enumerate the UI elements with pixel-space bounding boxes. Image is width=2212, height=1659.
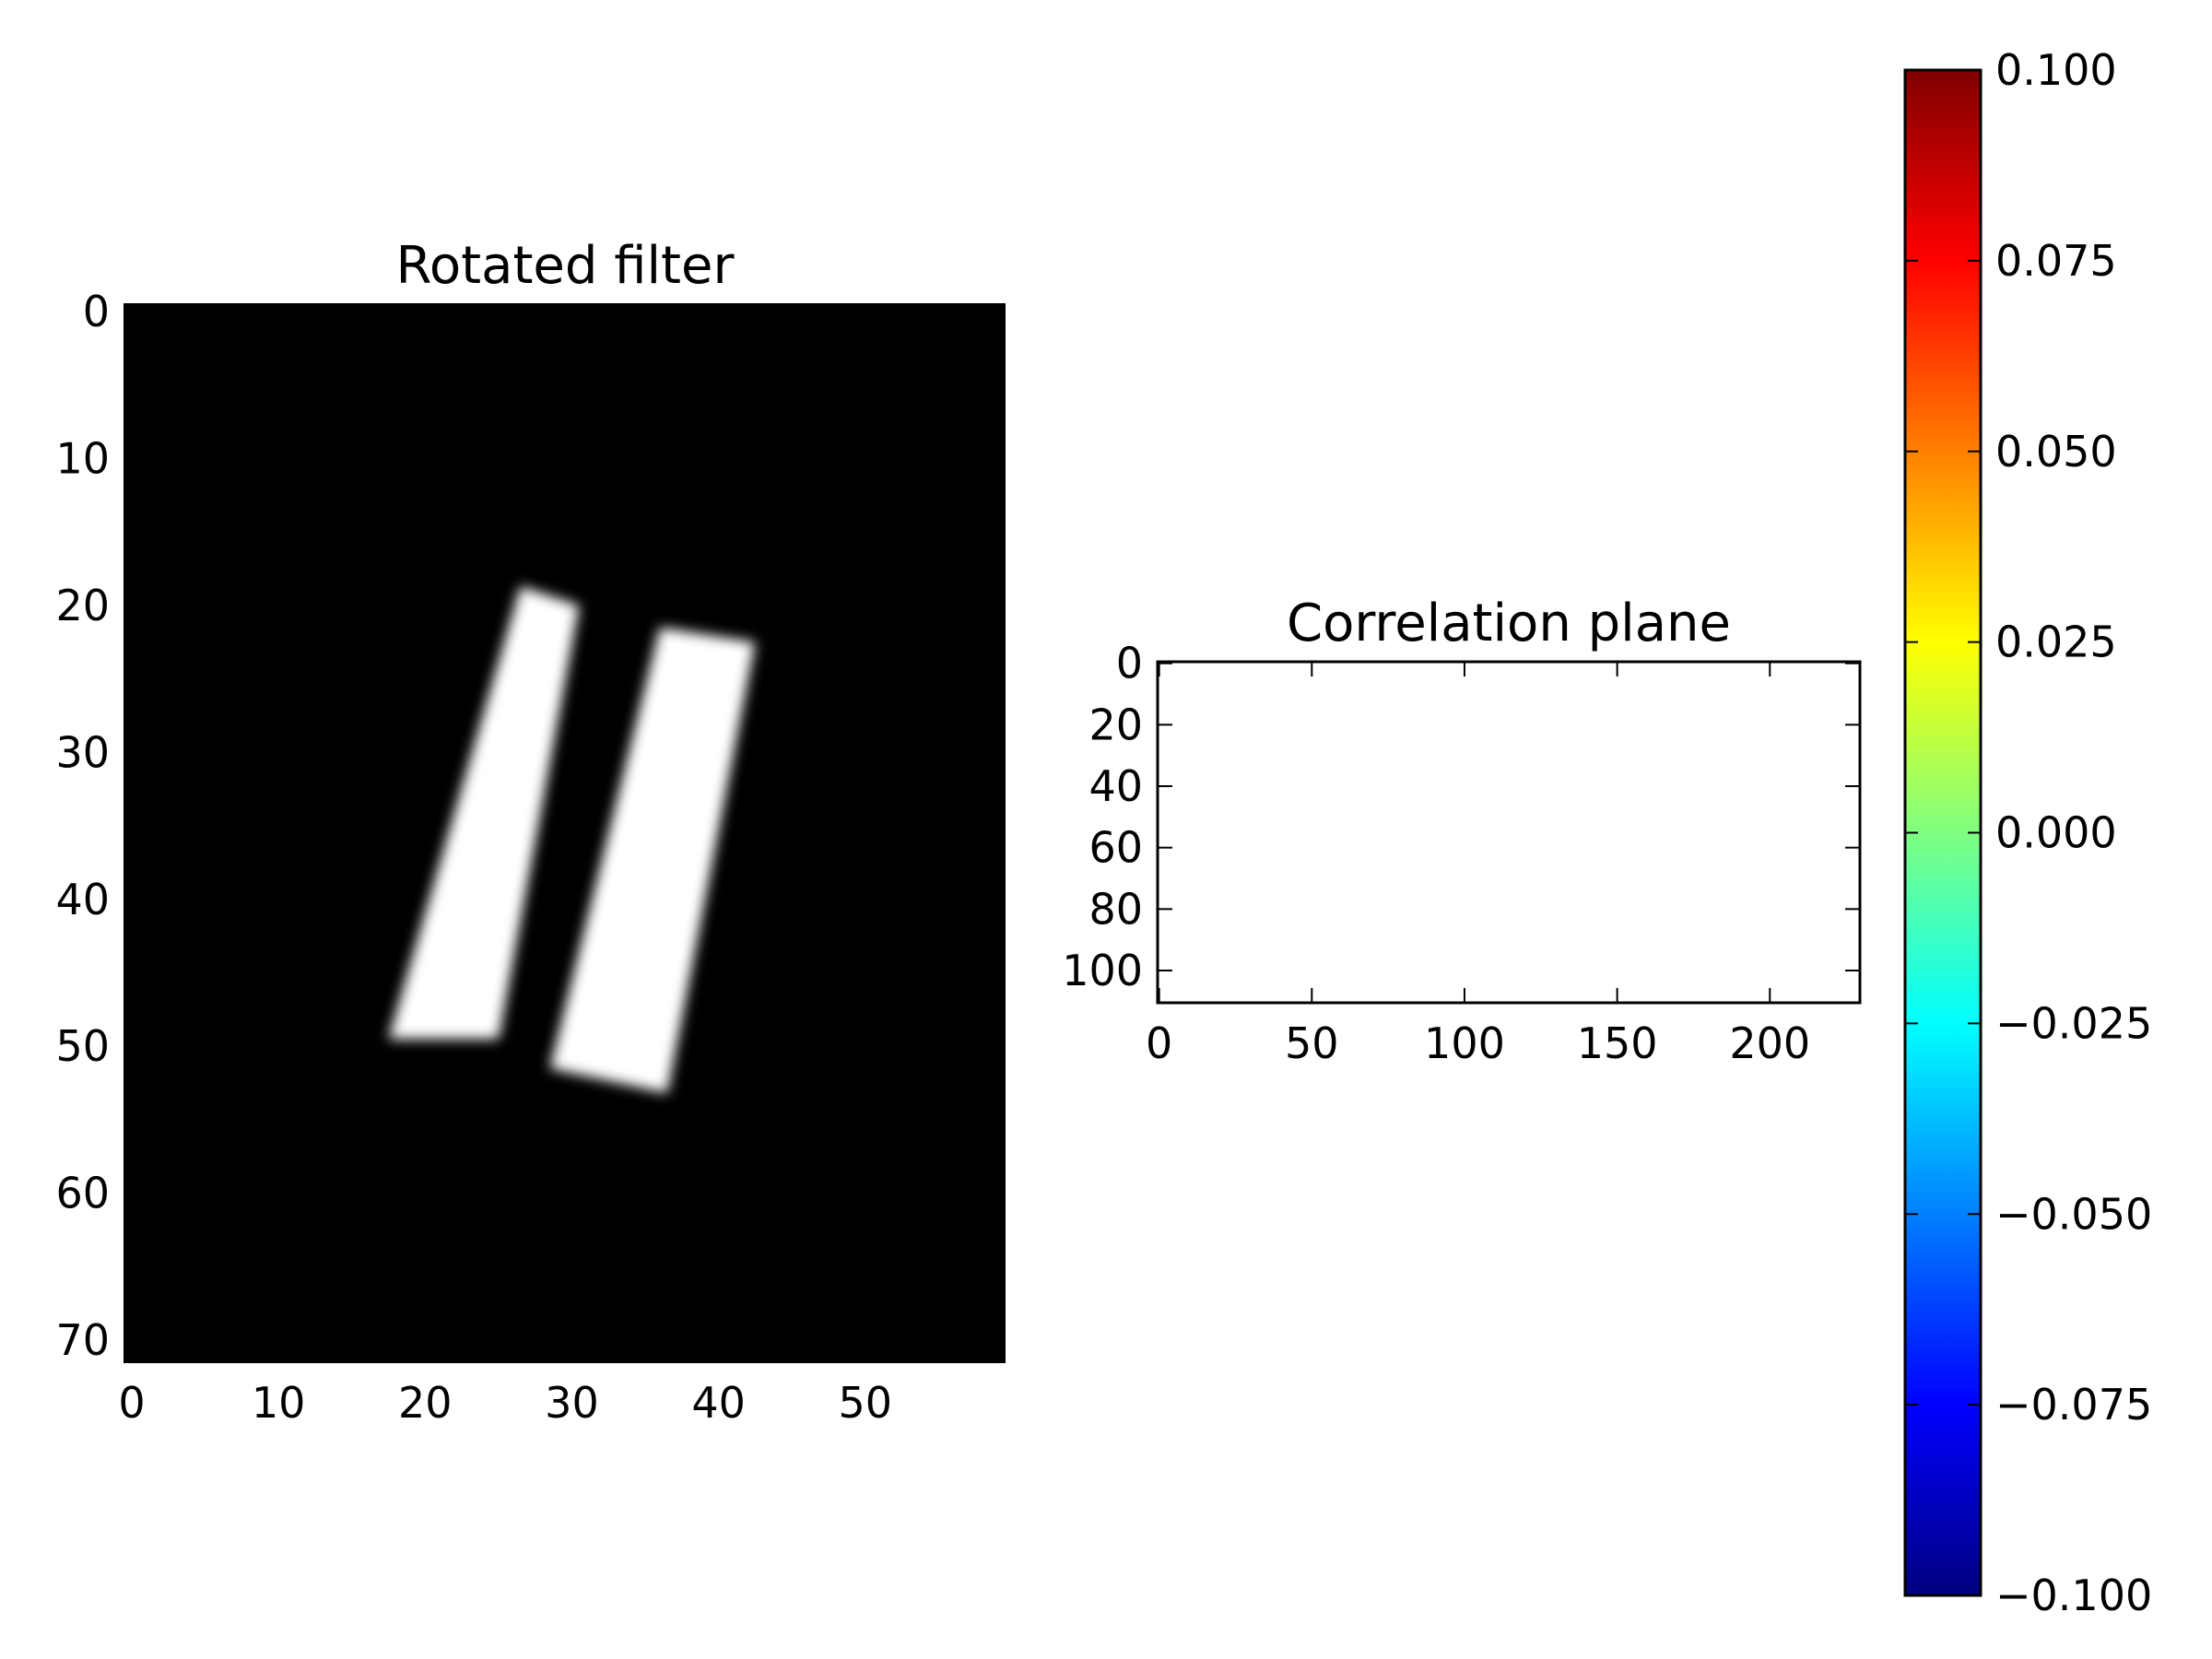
- rotated-filter-y-tick-label: 30: [55, 727, 110, 777]
- colorbar-tick-label: −0.050: [1995, 1189, 2152, 1239]
- correlation-plane-y-tick-label: 20: [1088, 700, 1143, 749]
- rotated-filter-y-tick-label: 60: [55, 1169, 110, 1218]
- rotated-filter-y-tick-label: 70: [55, 1315, 110, 1365]
- colorbar-tick-label: −0.025: [1995, 998, 2152, 1048]
- colorbar-tick-label: 0.075: [1995, 236, 2117, 286]
- correlation-plane-y-tick-label: 100: [1062, 946, 1143, 995]
- rotated-filter-panel: Rotated filter 0 10 20 30 40 50 0 10 20 30 40 50 60…: [55, 236, 1006, 1428]
- correlation-plane-x-tick-label: 0: [1146, 1018, 1172, 1068]
- filter-right-bar: [549, 627, 756, 1094]
- correlation-plane-panel: Correlation plane 0 50 100 150 200 0 20 40 60 80…: [1062, 594, 1862, 1068]
- rotated-filter-y-tick-label: 20: [55, 581, 110, 630]
- rotated-filter-x-tick-label: 10: [252, 1378, 306, 1428]
- correlation-plane-x-tick-label: 50: [1285, 1018, 1339, 1068]
- rotated-filter-y-tick-label: 10: [55, 433, 110, 483]
- correlation-plane-title: Correlation plane: [1287, 594, 1731, 653]
- colorbar: 0.100 0.075 0.050 0.025 0.000 −0.025 −0.050 −0.…: [1903, 45, 2152, 1620]
- colorbar-tick-label: 0.050: [1995, 427, 2117, 477]
- rotated-filter-x-tick-label: 20: [398, 1378, 453, 1428]
- correlation-plane-frame: [1156, 660, 1862, 1005]
- colorbar-tick-label: −0.075: [1995, 1380, 2152, 1430]
- rotated-filter-frame: [124, 303, 1006, 1363]
- rotated-filter-image: [124, 304, 1005, 1362]
- rotated-filter-shapes: [388, 586, 756, 1094]
- rotated-filter-x-tick-label: 50: [839, 1378, 893, 1428]
- correlation-plane-x-ticks: 0 50 100 150 200: [1146, 662, 1810, 1068]
- rotated-filter-y-tick-label: 50: [55, 1021, 110, 1071]
- rotated-filter-x-tick-label: 40: [691, 1378, 746, 1428]
- correlation-plane-image: [1158, 662, 1860, 1003]
- correlation-plane-x-tick-label: 200: [1729, 1018, 1810, 1068]
- rotated-filter-x-tick-label: 30: [545, 1378, 599, 1428]
- correlation-plane-y-tick-label: 40: [1088, 761, 1143, 811]
- colorbar-tick-label: 0.000: [1995, 808, 2117, 858]
- colorbar-ticks: 0.100 0.075 0.050 0.025 0.000 −0.025 −0.050 −0.…: [1905, 45, 2152, 1620]
- rotated-filter-x-tick-label: 0: [118, 1378, 145, 1428]
- correlation-plane-y-tick-label: 0: [1116, 639, 1143, 688]
- correlation-plane-y-tick-label: 80: [1088, 884, 1143, 934]
- rotated-filter-y-tick-label: 0: [83, 287, 110, 336]
- correlation-plane-x-tick-label: 100: [1424, 1018, 1505, 1068]
- colorbar-tick-label: 0.100: [1995, 45, 2117, 95]
- colorbar-tick-label: −0.100: [1995, 1571, 2152, 1620]
- rotated-filter-y-tick-label: 40: [55, 875, 110, 924]
- filter-left-bar: [388, 586, 580, 1040]
- rotated-filter-title: Rotated filter: [396, 236, 735, 296]
- correlation-plane-y-tick-label: 60: [1088, 823, 1143, 873]
- correlation-plane-y-ticks: 0 20 40 60 80 100: [1062, 639, 1860, 995]
- rotated-filter-x-ticks: 0 10 20 30 40 50: [118, 304, 892, 1428]
- rotated-filter-y-ticks: 0 10 20 30 40 50 60 70: [55, 287, 1005, 1365]
- colorbar-tick-label: 0.025: [1995, 618, 2117, 667]
- correlation-plane-x-tick-label: 150: [1577, 1018, 1658, 1068]
